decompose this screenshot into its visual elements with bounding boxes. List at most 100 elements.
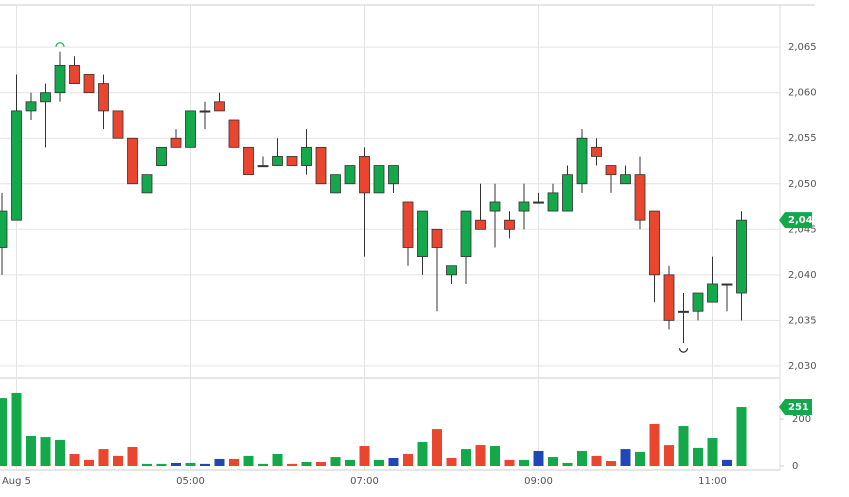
volume-bar xyxy=(127,446,138,466)
x-tick-label: 07:00 xyxy=(350,476,379,487)
candle-body xyxy=(257,165,269,168)
volume-bar xyxy=(200,463,210,466)
volume-bar xyxy=(359,446,370,466)
candle-body xyxy=(518,201,530,212)
candle-body xyxy=(649,210,660,276)
candle-body xyxy=(156,146,167,166)
candle-body xyxy=(736,219,747,294)
candle-body xyxy=(692,292,704,312)
volume-bar xyxy=(214,458,225,466)
volume-bar xyxy=(330,457,341,466)
volume-bar xyxy=(185,462,196,466)
candle-body xyxy=(127,137,138,185)
y-tick-label: 2,055 xyxy=(788,133,817,144)
volume-bar xyxy=(171,462,181,466)
badge xyxy=(779,399,812,416)
candle-body xyxy=(141,174,153,194)
volume-bar xyxy=(678,426,689,466)
x-tick-label: 09:00 xyxy=(524,476,553,487)
candle-body xyxy=(69,64,80,84)
volume-bar xyxy=(374,459,384,466)
candle-body xyxy=(605,165,617,176)
y-tick-label: 2,060 xyxy=(788,88,817,99)
volume-bar xyxy=(316,462,326,466)
volume-bar xyxy=(26,435,36,466)
volume-bar xyxy=(475,445,486,466)
badge-label: 251 xyxy=(788,402,809,413)
candle-body xyxy=(721,283,733,286)
y-tick-label: 2,035 xyxy=(788,315,817,326)
candle-body xyxy=(678,310,689,313)
candle-body xyxy=(562,174,573,212)
volume-bar xyxy=(736,407,747,466)
y-tick-label: 2,040 xyxy=(788,270,817,281)
candle-body xyxy=(214,101,225,112)
candle-body xyxy=(489,201,501,212)
volume-bar xyxy=(229,458,239,466)
candle-body xyxy=(286,156,298,166)
candle-body xyxy=(504,219,515,230)
volume-bar xyxy=(272,454,283,466)
volume-bar xyxy=(142,463,152,466)
volume-bar xyxy=(635,451,645,466)
volume-bar xyxy=(98,449,109,466)
volume-bar xyxy=(693,447,703,466)
volume-bar xyxy=(446,458,457,466)
candle-body xyxy=(620,174,631,185)
candle-body xyxy=(373,165,385,194)
candle-body xyxy=(431,228,443,248)
candle-body xyxy=(170,137,182,148)
candle-body xyxy=(98,83,109,112)
volume-bar xyxy=(69,454,80,466)
candle-body xyxy=(388,165,399,185)
candle-body xyxy=(663,274,675,321)
volume-bar xyxy=(591,455,602,466)
volume-bar xyxy=(664,445,674,466)
volume-bar xyxy=(432,429,442,466)
volume-bar xyxy=(548,457,558,466)
candle-body xyxy=(243,146,254,176)
volume-bar xyxy=(11,392,22,466)
badge xyxy=(779,212,812,229)
volume-bar xyxy=(722,459,732,466)
x-tick-label: 05:00 xyxy=(176,476,205,487)
y-tick-label: 2,030 xyxy=(788,361,817,372)
volume-bar xyxy=(417,442,428,466)
candle-body xyxy=(25,101,37,112)
candle-body xyxy=(54,64,66,94)
grid xyxy=(0,5,780,470)
volume-bar xyxy=(113,455,123,466)
candle-body xyxy=(0,210,8,248)
volume-bar xyxy=(287,463,297,466)
candle-body xyxy=(40,92,51,103)
y-tick-label: 200 xyxy=(792,414,811,425)
candle-body xyxy=(533,201,544,204)
badge-label: 2,046 xyxy=(788,215,820,226)
volume-bar xyxy=(301,462,312,466)
volume-bar xyxy=(707,438,718,466)
volume-bar xyxy=(533,450,544,466)
candle-body xyxy=(185,110,196,148)
volume-bar xyxy=(403,454,413,466)
volume-bar xyxy=(40,437,51,466)
candle-body xyxy=(547,192,559,212)
volume-bar xyxy=(562,462,573,466)
candle-body xyxy=(83,74,95,94)
volume-bar xyxy=(519,459,529,466)
volume-bar xyxy=(156,463,167,466)
candle-body xyxy=(112,110,124,139)
volume-bar xyxy=(388,458,399,466)
low-marker xyxy=(678,348,689,353)
candle-body xyxy=(359,156,370,194)
volume-bar xyxy=(84,459,94,466)
y-tick-label: 2,065 xyxy=(788,42,817,53)
candle-body xyxy=(301,146,312,166)
candle-body xyxy=(11,110,22,221)
candle-body xyxy=(417,210,428,258)
candle-body xyxy=(199,110,211,113)
candle-body xyxy=(460,210,472,258)
volume-bar xyxy=(490,446,500,466)
volume-bar xyxy=(620,449,631,466)
